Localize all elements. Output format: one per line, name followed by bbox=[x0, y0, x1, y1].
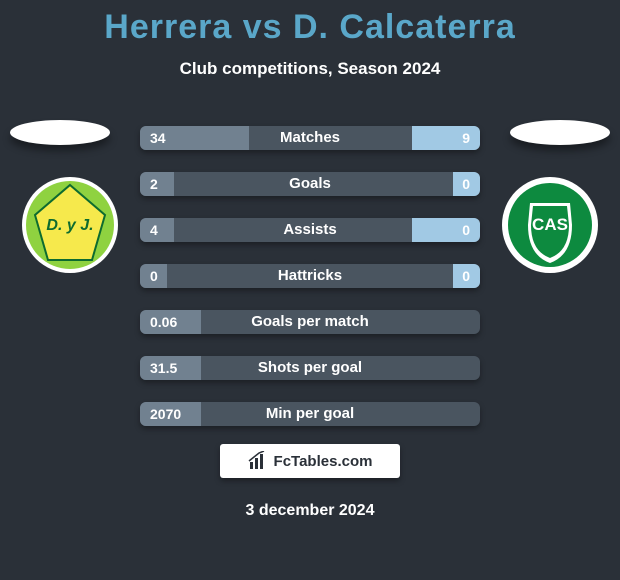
stat-row: 40Assists bbox=[140, 218, 480, 242]
avatar-placeholder-left bbox=[10, 120, 110, 145]
stat-row: 00Hattricks bbox=[140, 264, 480, 288]
club-right-label: CAS bbox=[532, 215, 568, 234]
page-title: Herrera vs D. Calcaterra bbox=[0, 0, 620, 47]
stat-row: 0.06Goals per match bbox=[140, 310, 480, 334]
stat-label: Hattricks bbox=[140, 264, 480, 288]
avatar-placeholder-right bbox=[510, 120, 610, 145]
stats-panel: 349Matches 20Goals 40Assists 00Hattricks 0.0… bbox=[140, 126, 480, 448]
stat-label: Shots per goal bbox=[140, 356, 480, 380]
stat-row: 20Goals bbox=[140, 172, 480, 196]
club-badge-left: D. y J. bbox=[20, 175, 120, 275]
player-left-avatar bbox=[10, 120, 110, 160]
stat-row: 31.5Shots per goal bbox=[140, 356, 480, 380]
stat-row: 349Matches bbox=[140, 126, 480, 150]
club-left-label: D. y J. bbox=[46, 217, 93, 234]
site-logo: FcTables.com bbox=[220, 444, 400, 478]
stat-label: Min per goal bbox=[140, 402, 480, 426]
stat-label: Assists bbox=[140, 218, 480, 242]
stat-row: 2070Min per goal bbox=[140, 402, 480, 426]
site-name: FcTables.com bbox=[274, 453, 373, 470]
club-badge-right: CAS bbox=[500, 175, 600, 275]
page-subtitle: Club competitions, Season 2024 bbox=[0, 59, 620, 79]
stat-label: Goals bbox=[140, 172, 480, 196]
stat-label: Matches bbox=[140, 126, 480, 150]
player-right-avatar bbox=[510, 120, 610, 160]
footer-date: 3 december 2024 bbox=[0, 502, 620, 520]
stat-label: Goals per match bbox=[140, 310, 480, 334]
chart-icon bbox=[248, 451, 268, 471]
